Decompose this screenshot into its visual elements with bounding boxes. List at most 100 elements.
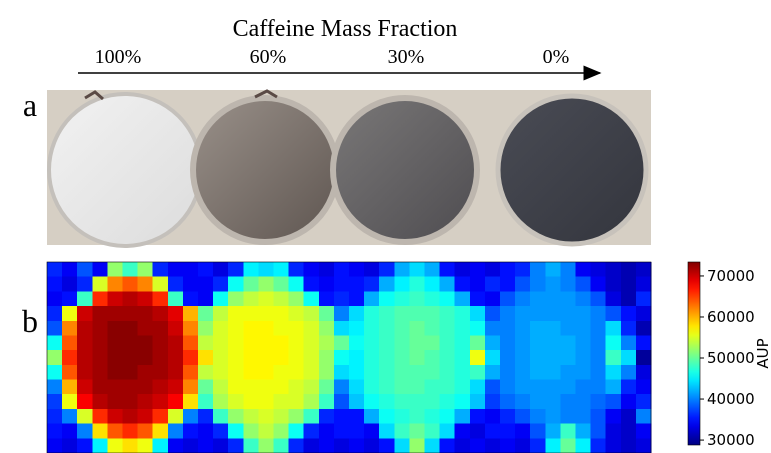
heat-cell [182,394,199,410]
heat-cell [484,350,501,366]
heat-cell [288,291,305,307]
heat-cell [620,306,637,322]
heat-cell [530,335,546,351]
heat-cell [182,320,199,336]
heat-cell [364,364,380,381]
heat-cell [500,291,516,307]
heat-cell [243,364,259,381]
heat-cell [47,306,63,322]
heat-cell [107,350,123,366]
heat-cell [590,320,607,336]
heat-cell [258,408,274,425]
colorbar-tick-label: 30000 [707,431,755,449]
heat-cell [590,408,607,425]
heat-cell [198,438,214,453]
heat-cell [77,306,93,322]
heat-cell [530,379,546,395]
heat-cell [318,291,335,307]
heat-cell [77,438,93,453]
heat-cell [47,291,63,307]
heat-cell [605,306,622,322]
heat-cell [545,335,561,351]
heat-cell [152,438,169,453]
heat-cell [409,423,425,439]
heat-cell [484,379,501,395]
heat-cell [213,438,229,453]
heat-cell [500,335,516,351]
heat-cell [605,394,622,410]
heat-cell [243,423,259,439]
heat-cell [77,423,93,439]
heat-cell [500,364,516,381]
heat-cell [349,408,365,425]
heat-cell [635,335,652,351]
heat-cell [560,394,576,410]
heat-cell [122,438,139,453]
heat-cell [635,394,652,410]
heat-cell [228,394,244,410]
heat-cell [364,306,380,322]
heat-cell [258,394,274,410]
heat-cell [122,408,139,425]
heat-cell [484,320,501,336]
heat-cell [62,262,78,278]
heat-cell [47,335,63,351]
heat-cell [424,306,441,322]
column-label: 60% [250,46,287,68]
heat-cell [560,262,576,278]
heat-cell [273,350,290,366]
heat-cell [62,379,78,395]
heat-cell [288,306,305,322]
heat-cell [515,350,531,366]
heat-cell [590,276,607,292]
heat-cell [258,320,274,336]
heat-cell [107,320,123,336]
heat-cell [379,423,395,439]
heat-cell [62,291,78,307]
heat-cell [590,350,607,366]
heat-cell [605,262,622,278]
heat-cell [454,423,471,439]
heat-cell [545,394,561,410]
heat-cell [152,291,169,307]
heat-cell [213,364,229,381]
heat-cell [409,408,425,425]
heat-cell [333,364,350,381]
heat-cell [575,320,592,336]
heat-cell [469,379,486,395]
heat-cell [213,306,229,322]
heat-cell [77,262,93,278]
heat-cell [545,350,561,366]
heat-cell [213,262,229,278]
heat-cell [243,438,259,453]
heat-cell [122,291,139,307]
heat-cell [469,408,486,425]
heat-cell [515,291,531,307]
heat-cell [454,438,471,453]
heat-cell [273,262,290,278]
heat-cell [635,408,652,425]
heat-cell [515,408,531,425]
heat-cell [92,408,108,425]
heat-cell [107,394,123,410]
heat-cell [47,423,63,439]
heat-cell [213,291,229,307]
heat-cell [107,438,123,453]
heat-cell [635,379,652,395]
heat-cell [318,262,335,278]
heat-cell [77,364,93,381]
heat-cell [303,394,320,410]
heat-cell [560,320,576,336]
heat-cell [500,423,516,439]
heatmap-frame [46,261,652,453]
heat-cell [439,364,456,381]
heat-cell [333,350,350,366]
heat-cell [182,291,199,307]
heat-cell [515,423,531,439]
heat-cell [379,438,395,453]
heat-cell [484,262,501,278]
heat-cell [530,364,546,381]
heat-cell [484,335,501,351]
heat-cell [122,306,139,322]
heat-cell [303,262,320,278]
